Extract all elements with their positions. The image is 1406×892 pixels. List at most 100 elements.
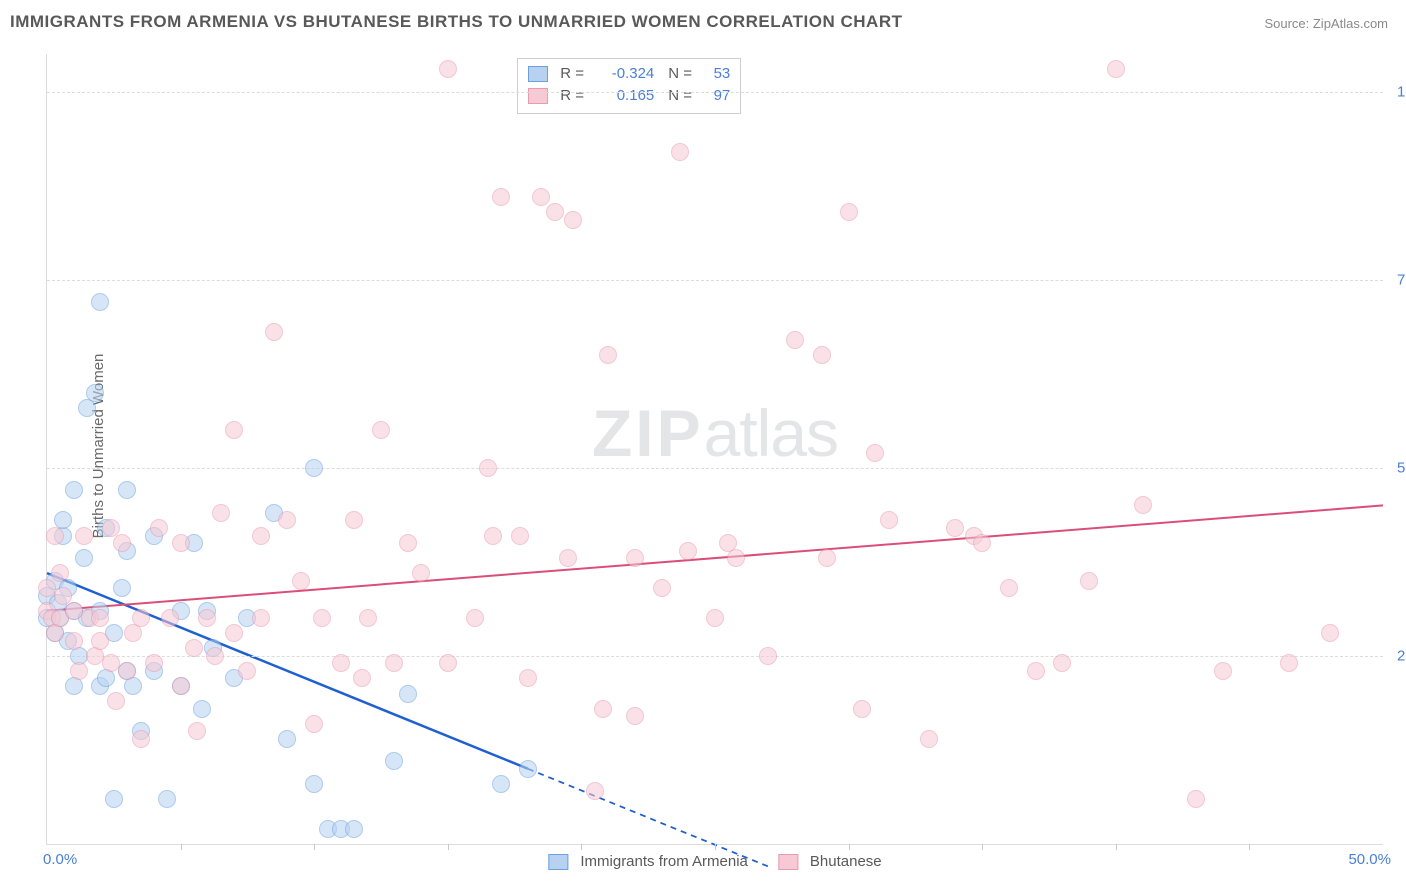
n-value: 53 (700, 63, 730, 85)
bhutanese-point (1134, 496, 1152, 514)
r-value: -0.324 (594, 63, 654, 85)
n-value: 97 (700, 85, 730, 107)
legend-swatch (548, 854, 568, 870)
bhutanese-point (706, 609, 724, 627)
armenia-point (385, 752, 403, 770)
bhutanese-point (853, 700, 871, 718)
bhutanese-point (1027, 662, 1045, 680)
n-label: N = (668, 85, 692, 107)
bhutanese-point (920, 730, 938, 748)
bhutanese-point (1000, 579, 1018, 597)
bhutanese-point (332, 654, 350, 672)
x-tick-mark (1116, 844, 1117, 850)
armenia-point (492, 775, 510, 793)
bhutanese-point (818, 549, 836, 567)
bhutanese-point (51, 564, 69, 582)
bhutanese-point (91, 609, 109, 627)
bhutanese-point (91, 632, 109, 650)
bhutanese-point (1321, 624, 1339, 642)
bhutanese-point (880, 511, 898, 529)
bhutanese-point (1280, 654, 1298, 672)
bhutanese-point (946, 519, 964, 537)
bhutanese-point (113, 534, 131, 552)
r-value: 0.165 (594, 85, 654, 107)
x-tick-min: 0.0% (43, 851, 77, 868)
bhutanese-point (353, 669, 371, 687)
armenia-point (158, 790, 176, 808)
y-tick-label: 25.0% (1387, 647, 1406, 664)
legend-label: Bhutanese (810, 853, 882, 870)
y-tick-label: 100.0% (1387, 83, 1406, 100)
watermark: ZIPatlas (592, 395, 838, 471)
bhutanese-point (252, 527, 270, 545)
armenia-point (305, 775, 323, 793)
bhutanese-point (727, 549, 745, 567)
bhutanese-point (439, 654, 457, 672)
legend-label: Immigrants from Armenia (580, 853, 748, 870)
bhutanese-point (559, 549, 577, 567)
legend-swatch (528, 66, 548, 82)
armenia-point (91, 293, 109, 311)
bhutanese-point (212, 504, 230, 522)
bhutanese-point (385, 654, 403, 672)
x-tick-mark (715, 844, 716, 850)
bhutanese-point (786, 331, 804, 349)
bhutanese-point (519, 669, 537, 687)
bhutanese-point (198, 609, 216, 627)
x-tick-mark (181, 844, 182, 850)
bhutanese-point (292, 572, 310, 590)
armenia-point (519, 760, 537, 778)
bhutanese-point (107, 692, 125, 710)
bhutanese-point (599, 346, 617, 364)
bhutanese-point (345, 511, 363, 529)
gridline (47, 280, 1383, 281)
gridline (47, 92, 1383, 93)
x-tick-mark (581, 844, 582, 850)
armenia-point (105, 790, 123, 808)
gridline (47, 468, 1383, 469)
armenia-point (399, 685, 417, 703)
legend-row-armenia: R =-0.324N =53 (528, 63, 730, 85)
bhutanese-point (75, 527, 93, 545)
y-tick-label: 75.0% (1387, 271, 1406, 288)
x-tick-mark (982, 844, 983, 850)
x-tick-mark (448, 844, 449, 850)
bhutanese-point (479, 459, 497, 477)
bhutanese-point (161, 609, 179, 627)
bhutanese-point (492, 188, 510, 206)
bhutanese-point (412, 564, 430, 582)
legend-row-bhutanese: R =0.165N =97 (528, 85, 730, 107)
bhutanese-point (185, 639, 203, 657)
bhutanese-point (564, 211, 582, 229)
bhutanese-point (586, 782, 604, 800)
x-tick-mark (849, 844, 850, 850)
bhutanese-point (653, 579, 671, 597)
series-legend: Immigrants from Armenia Bhutanese (548, 853, 881, 870)
bhutanese-point (132, 609, 150, 627)
bhutanese-point (594, 700, 612, 718)
bhutanese-point (511, 527, 529, 545)
bhutanese-point (372, 421, 390, 439)
bhutanese-point (671, 143, 689, 161)
bhutanese-point (65, 632, 83, 650)
scatter-plot: ZIPatlas 0.0% 50.0% R =-0.324N =53R =0.1… (46, 54, 1383, 845)
bhutanese-point (484, 527, 502, 545)
armenia-point (118, 481, 136, 499)
trend-lines (47, 54, 1383, 844)
armenia-point (345, 820, 363, 838)
bhutanese-point (238, 662, 256, 680)
correlation-legend: R =-0.324N =53R =0.165N =97 (517, 58, 741, 114)
bhutanese-point (225, 624, 243, 642)
bhutanese-point (973, 534, 991, 552)
bhutanese-point (225, 421, 243, 439)
r-label: R = (560, 63, 586, 85)
bhutanese-point (532, 188, 550, 206)
armenia-point (75, 549, 93, 567)
bhutanese-point (278, 511, 296, 529)
bhutanese-point (813, 346, 831, 364)
bhutanese-point (546, 203, 564, 221)
bhutanese-point (439, 60, 457, 78)
bhutanese-point (313, 609, 331, 627)
bhutanese-point (1187, 790, 1205, 808)
armenia-point (193, 700, 211, 718)
